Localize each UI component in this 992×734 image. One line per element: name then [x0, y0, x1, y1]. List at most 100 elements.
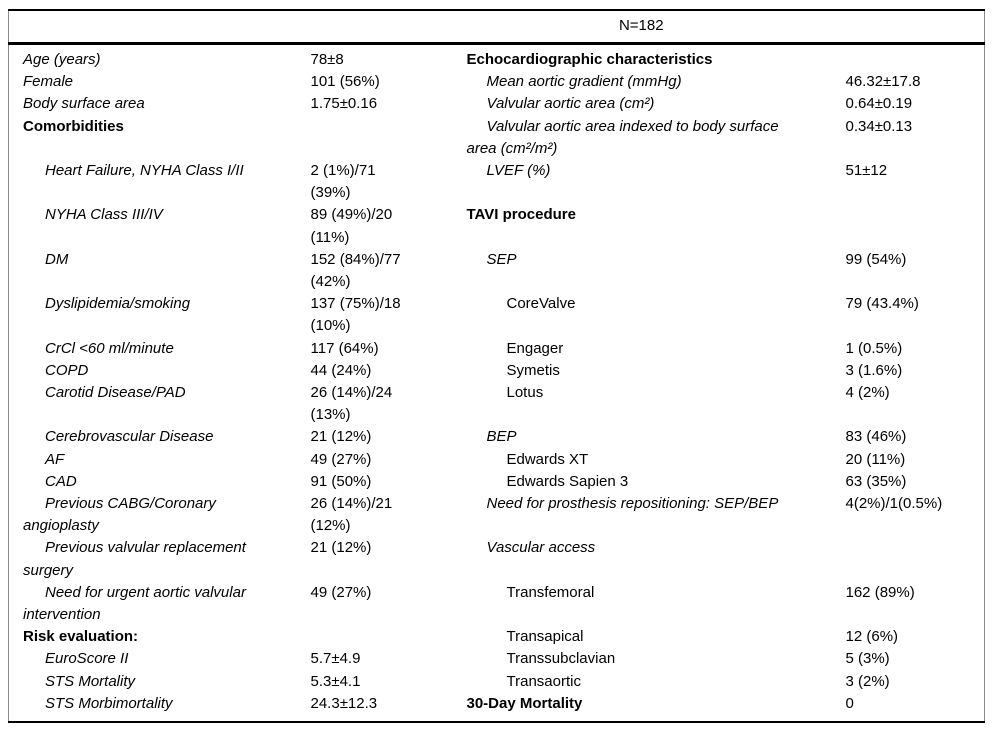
- body-surface-area-label: Body surface area: [23, 95, 145, 113]
- cad-value: 91 (50%): [310, 472, 372, 490]
- previous-valvular-replacement-value: 21 (12%): [310, 539, 372, 557]
- thirty-day-mortality-value: 0: [845, 694, 854, 712]
- carotid-disease-pad-value: 26 (14%)/24 (13%): [310, 384, 393, 424]
- table-row: NYHA Class III/IV 89 (49%)/20 (11%) TAVI…: [9, 204, 985, 248]
- lotus-value: 4 (2%): [845, 384, 890, 402]
- table-row: Cerebrovascular Disease 21 (12%) BEP 83 …: [9, 426, 985, 448]
- comorbidities-header: Comorbidities: [23, 117, 124, 135]
- transaortic-label: Transaortic: [506, 672, 581, 690]
- crcl-label: CrCl <60 ml/minute: [45, 339, 174, 357]
- age-value: 78±8: [310, 51, 344, 68]
- header-empty-cell: [8, 9, 299, 45]
- sts-mortality-value: 5.3±4.1: [310, 672, 361, 690]
- table-row: Heart Failure, NYHA Class I/II 2 (1%)/71…: [9, 160, 985, 204]
- edwards-sapien-3-label: Edwards Sapien 3: [506, 472, 629, 490]
- lvef-label: LVEF (%): [486, 162, 551, 180]
- table-row: Female 101 (56%) Mean aortic gradient (m…: [9, 71, 985, 93]
- table-row: CrCl <60 ml/minute 117 (64%) Engager 1 (…: [9, 338, 985, 360]
- table-row: CAD 91 (50%) Edwards Sapien 3 63 (35%): [9, 471, 985, 493]
- echocardiographic-characteristics-header: Echocardiographic characteristics: [466, 51, 713, 68]
- edwards-sapien-3-value: 63 (35%): [845, 472, 907, 490]
- table-row: Risk evaluation: Transapical 12 (6%): [9, 626, 985, 648]
- valvular-aortic-area-indexed-value: 0.34±0.13: [845, 117, 913, 135]
- valvular-aortic-area-value: 0.64±0.19: [845, 95, 913, 113]
- euroscore-2-label: EuroScore II: [45, 650, 129, 668]
- transapical-value: 12 (6%): [845, 628, 899, 646]
- risk-evaluation-header: Risk evaluation:: [23, 628, 139, 646]
- table-row: STS Morbimortality 24.3±12.3 30-Day Mort…: [9, 693, 985, 722]
- transfemoral-value: 162 (89%): [845, 583, 915, 601]
- sep-label: SEP: [486, 250, 517, 268]
- vascular-access-value: [831, 537, 985, 581]
- af-value: 49 (27%): [310, 450, 372, 468]
- transsubclavian-label: Transsubclavian: [506, 650, 616, 668]
- table-row: Need for urgent aortic valvular interven…: [9, 582, 985, 626]
- sep-value: 99 (54%): [845, 250, 907, 268]
- baseline-characteristics-table-wrap: N=182 Age (years) 78±8 Echocardiographic…: [8, 9, 986, 724]
- copd-value: 44 (24%): [310, 361, 372, 379]
- bep-label: BEP: [486, 428, 517, 446]
- previous-valvular-replacement-label: Previous valvular replacement surgery: [23, 539, 246, 579]
- cerebrovascular-disease-label: Cerebrovascular Disease: [45, 428, 214, 446]
- previous-cabg-angioplasty-label: Previous CABG/Coronary angioplasty: [23, 495, 216, 535]
- transsubclavian-value: 5 (3%): [845, 650, 890, 668]
- symetis-value: 3 (1.6%): [845, 361, 903, 379]
- edwards-xt-value: 20 (11%): [845, 450, 906, 468]
- mean-aortic-gradient-label: Mean aortic gradient (mmHg): [486, 73, 682, 91]
- sts-morbimortality-label: STS Morbimortality: [45, 694, 173, 712]
- sts-mortality-label: STS Mortality: [45, 672, 136, 690]
- copd-label: COPD: [45, 361, 89, 379]
- prosthesis-repositioning-value: 4(2%)/1(0.5%): [845, 495, 943, 513]
- euroscore-2-value: 5.7±4.9: [310, 650, 361, 668]
- female-label: Female: [23, 73, 74, 91]
- corevalve-value: 79 (43.4%): [845, 295, 919, 313]
- carotid-disease-pad-label: Carotid Disease/PAD: [45, 384, 186, 402]
- table-row: STS Mortality 5.3±4.1 Transaortic 3 (2%): [9, 671, 985, 693]
- table-row: Dyslipidemia/smoking 137 (75%)/18 (10%) …: [9, 293, 985, 337]
- sts-morbimortality-value: 24.3±12.3: [310, 694, 378, 712]
- bep-value: 83 (46%): [845, 428, 907, 446]
- table-row: Body surface area 1.75±0.16 Valvular aor…: [9, 93, 985, 115]
- mean-aortic-gradient-value: 46.32±17.8: [845, 73, 921, 91]
- cerebrovascular-disease-value: 21 (12%): [310, 428, 372, 446]
- sample-size-header: N=182: [298, 9, 985, 45]
- tavi-procedure-header: TAVI procedure: [466, 206, 576, 224]
- table-row: Age (years) 78±8 Echocardiographic chara…: [9, 44, 985, 72]
- table-row: EuroScore II 5.7±4.9 Transsubclavian 5 (…: [9, 648, 985, 670]
- corevalve-label: CoreValve: [506, 295, 576, 313]
- cad-label: CAD: [45, 472, 77, 490]
- dyslipidemia-smoking-value: 137 (75%)/18 (10%): [310, 295, 401, 335]
- prosthesis-repositioning-label: Need for prosthesis repositioning: SEP/B…: [486, 495, 779, 513]
- urgent-aortic-intervention-value: 49 (27%): [310, 583, 372, 601]
- female-value: 101 (56%): [310, 73, 380, 91]
- tavi-procedure-value: [831, 204, 985, 248]
- transfemoral-label: Transfemoral: [506, 583, 595, 601]
- crcl-value: 117 (64%): [310, 339, 379, 357]
- thirty-day-mortality-header: 30-Day Mortality: [466, 694, 583, 712]
- af-label: AF: [45, 450, 65, 468]
- heart-failure-nyha-1-2-value: 2 (1%)/71 (39%): [310, 162, 376, 202]
- baseline-characteristics-table: N=182 Age (years) 78±8 Echocardiographic…: [8, 9, 986, 724]
- table-header-row: N=182: [8, 9, 985, 45]
- engager-label: Engager: [506, 339, 564, 357]
- table-row: Carotid Disease/PAD 26 (14%)/24 (13%) Lo…: [9, 382, 985, 426]
- age-label: Age (years): [23, 51, 101, 68]
- symetis-label: Symetis: [506, 361, 560, 379]
- engager-value: 1 (0.5%): [845, 339, 903, 357]
- dm-value: 152 (84%)/77 (42%): [310, 250, 401, 291]
- risk-evaluation-value: [299, 626, 447, 648]
- valvular-aortic-area-indexed-label: Valvular aortic area indexed to body sur…: [466, 117, 779, 157]
- table-row: Previous valvular replacement surgery 21…: [9, 537, 985, 581]
- vascular-access-label: Vascular access: [486, 539, 596, 557]
- lotus-label: Lotus: [506, 384, 544, 402]
- nyha-class-3-4-value: 89 (49%)/20 (11%): [310, 206, 393, 246]
- heart-failure-nyha-1-2-label: Heart Failure, NYHA Class I/II: [45, 162, 244, 180]
- previous-cabg-angioplasty-value: 26 (14%)/21 (12%): [310, 495, 393, 535]
- table-row: COPD 44 (24%) Symetis 3 (1.6%): [9, 360, 985, 382]
- lvef-value: 51±12: [845, 162, 888, 180]
- comorbidities-value: [299, 116, 447, 160]
- urgent-aortic-intervention-label: Need for urgent aortic valvular interven…: [23, 583, 246, 624]
- table-row: Previous CABG/Coronary angioplasty 26 (1…: [9, 493, 985, 537]
- valvular-aortic-area-label: Valvular aortic area (cm²): [486, 95, 655, 113]
- table-row: AF 49 (27%) Edwards XT 20 (11%): [9, 449, 985, 471]
